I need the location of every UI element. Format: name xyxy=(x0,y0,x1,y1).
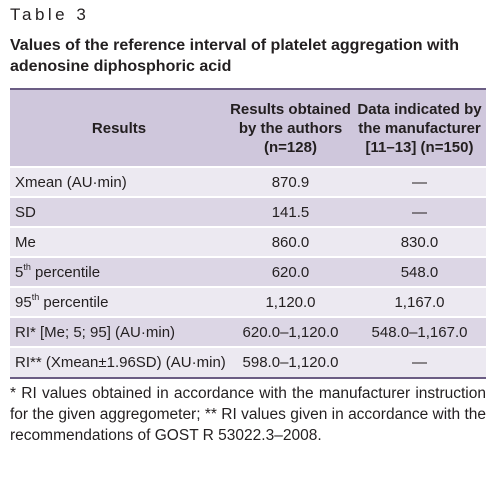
table-row: 95th percentile 1,120.0 1,167.0 xyxy=(10,286,486,317)
header-authors: Results obtained by the authors (n=128) xyxy=(228,90,353,168)
row-label-text: percentile xyxy=(30,263,101,281)
row-label: Xmean (AU·min) xyxy=(15,173,127,191)
table-row: RI* [Me; 5; 95] (AU·min) 620.0–1,120.0 5… xyxy=(10,316,486,347)
row-label-superscript: th xyxy=(23,261,31,272)
cell-manufacturer: 548.0 xyxy=(353,256,486,287)
cell-authors: 620.0 xyxy=(228,256,353,287)
row-label: RI* [Me; 5; 95] (AU·min) xyxy=(10,316,228,347)
row-label: Me xyxy=(10,226,228,257)
reference-interval-table: Results Results obtained by the authors … xyxy=(10,90,486,377)
cell-manufacturer: 1,167.0 xyxy=(353,286,486,317)
row-label: 5th percentile xyxy=(10,256,228,287)
cell-manufacturer: 830.0 xyxy=(353,226,486,257)
row-label-number: 95 xyxy=(15,293,32,311)
data-table-container: Results Results obtained by the authors … xyxy=(10,88,486,379)
header-manufacturer: Data indicated by the manufacturer [11–1… xyxy=(353,90,486,168)
row-label: SD xyxy=(10,196,228,227)
header-results: Results xyxy=(10,90,228,168)
row-label-text: percentile xyxy=(39,293,109,311)
table-row: RI** (Xmean±1.96SD) (AU·min) 598.0–1,120… xyxy=(10,346,486,377)
row-label: RI** (Xmean±1.96SD) (AU·min) xyxy=(10,346,228,377)
row-label-superscript: th xyxy=(31,291,40,302)
row-label: 95th percentile xyxy=(10,286,228,317)
table-row: Xmean (AU·min) 870.9 — xyxy=(10,167,486,197)
cell-authors: 141.5 xyxy=(228,196,353,227)
table-title: Values of the reference interval of plat… xyxy=(10,37,459,75)
cell-manufacturer: — xyxy=(412,173,427,191)
table-row: Me 860.0 830.0 xyxy=(10,226,486,257)
table-label: Table 3 xyxy=(10,5,90,24)
cell-authors: 598.0–1,120.0 xyxy=(228,346,353,377)
cell-authors: 870.9 xyxy=(271,173,310,191)
cell-manufacturer: — xyxy=(353,346,486,377)
cell-authors: 1,120.0 xyxy=(228,286,353,317)
cell-authors: 620.0–1,120.0 xyxy=(228,316,353,347)
cell-manufacturer: — xyxy=(353,196,486,227)
table-footnote: * RI values obtained in accordance with … xyxy=(10,385,486,444)
cell-manufacturer: 548.0–1,167.0 xyxy=(353,316,486,347)
cell-authors: 860.0 xyxy=(228,226,353,257)
table-header-row: Results Results obtained by the authors … xyxy=(10,90,486,168)
row-label-number: 5 xyxy=(15,263,24,281)
table-row: SD 141.5 — xyxy=(10,196,486,227)
table-row: 5th percentile 620.0 548.0 xyxy=(10,256,486,287)
